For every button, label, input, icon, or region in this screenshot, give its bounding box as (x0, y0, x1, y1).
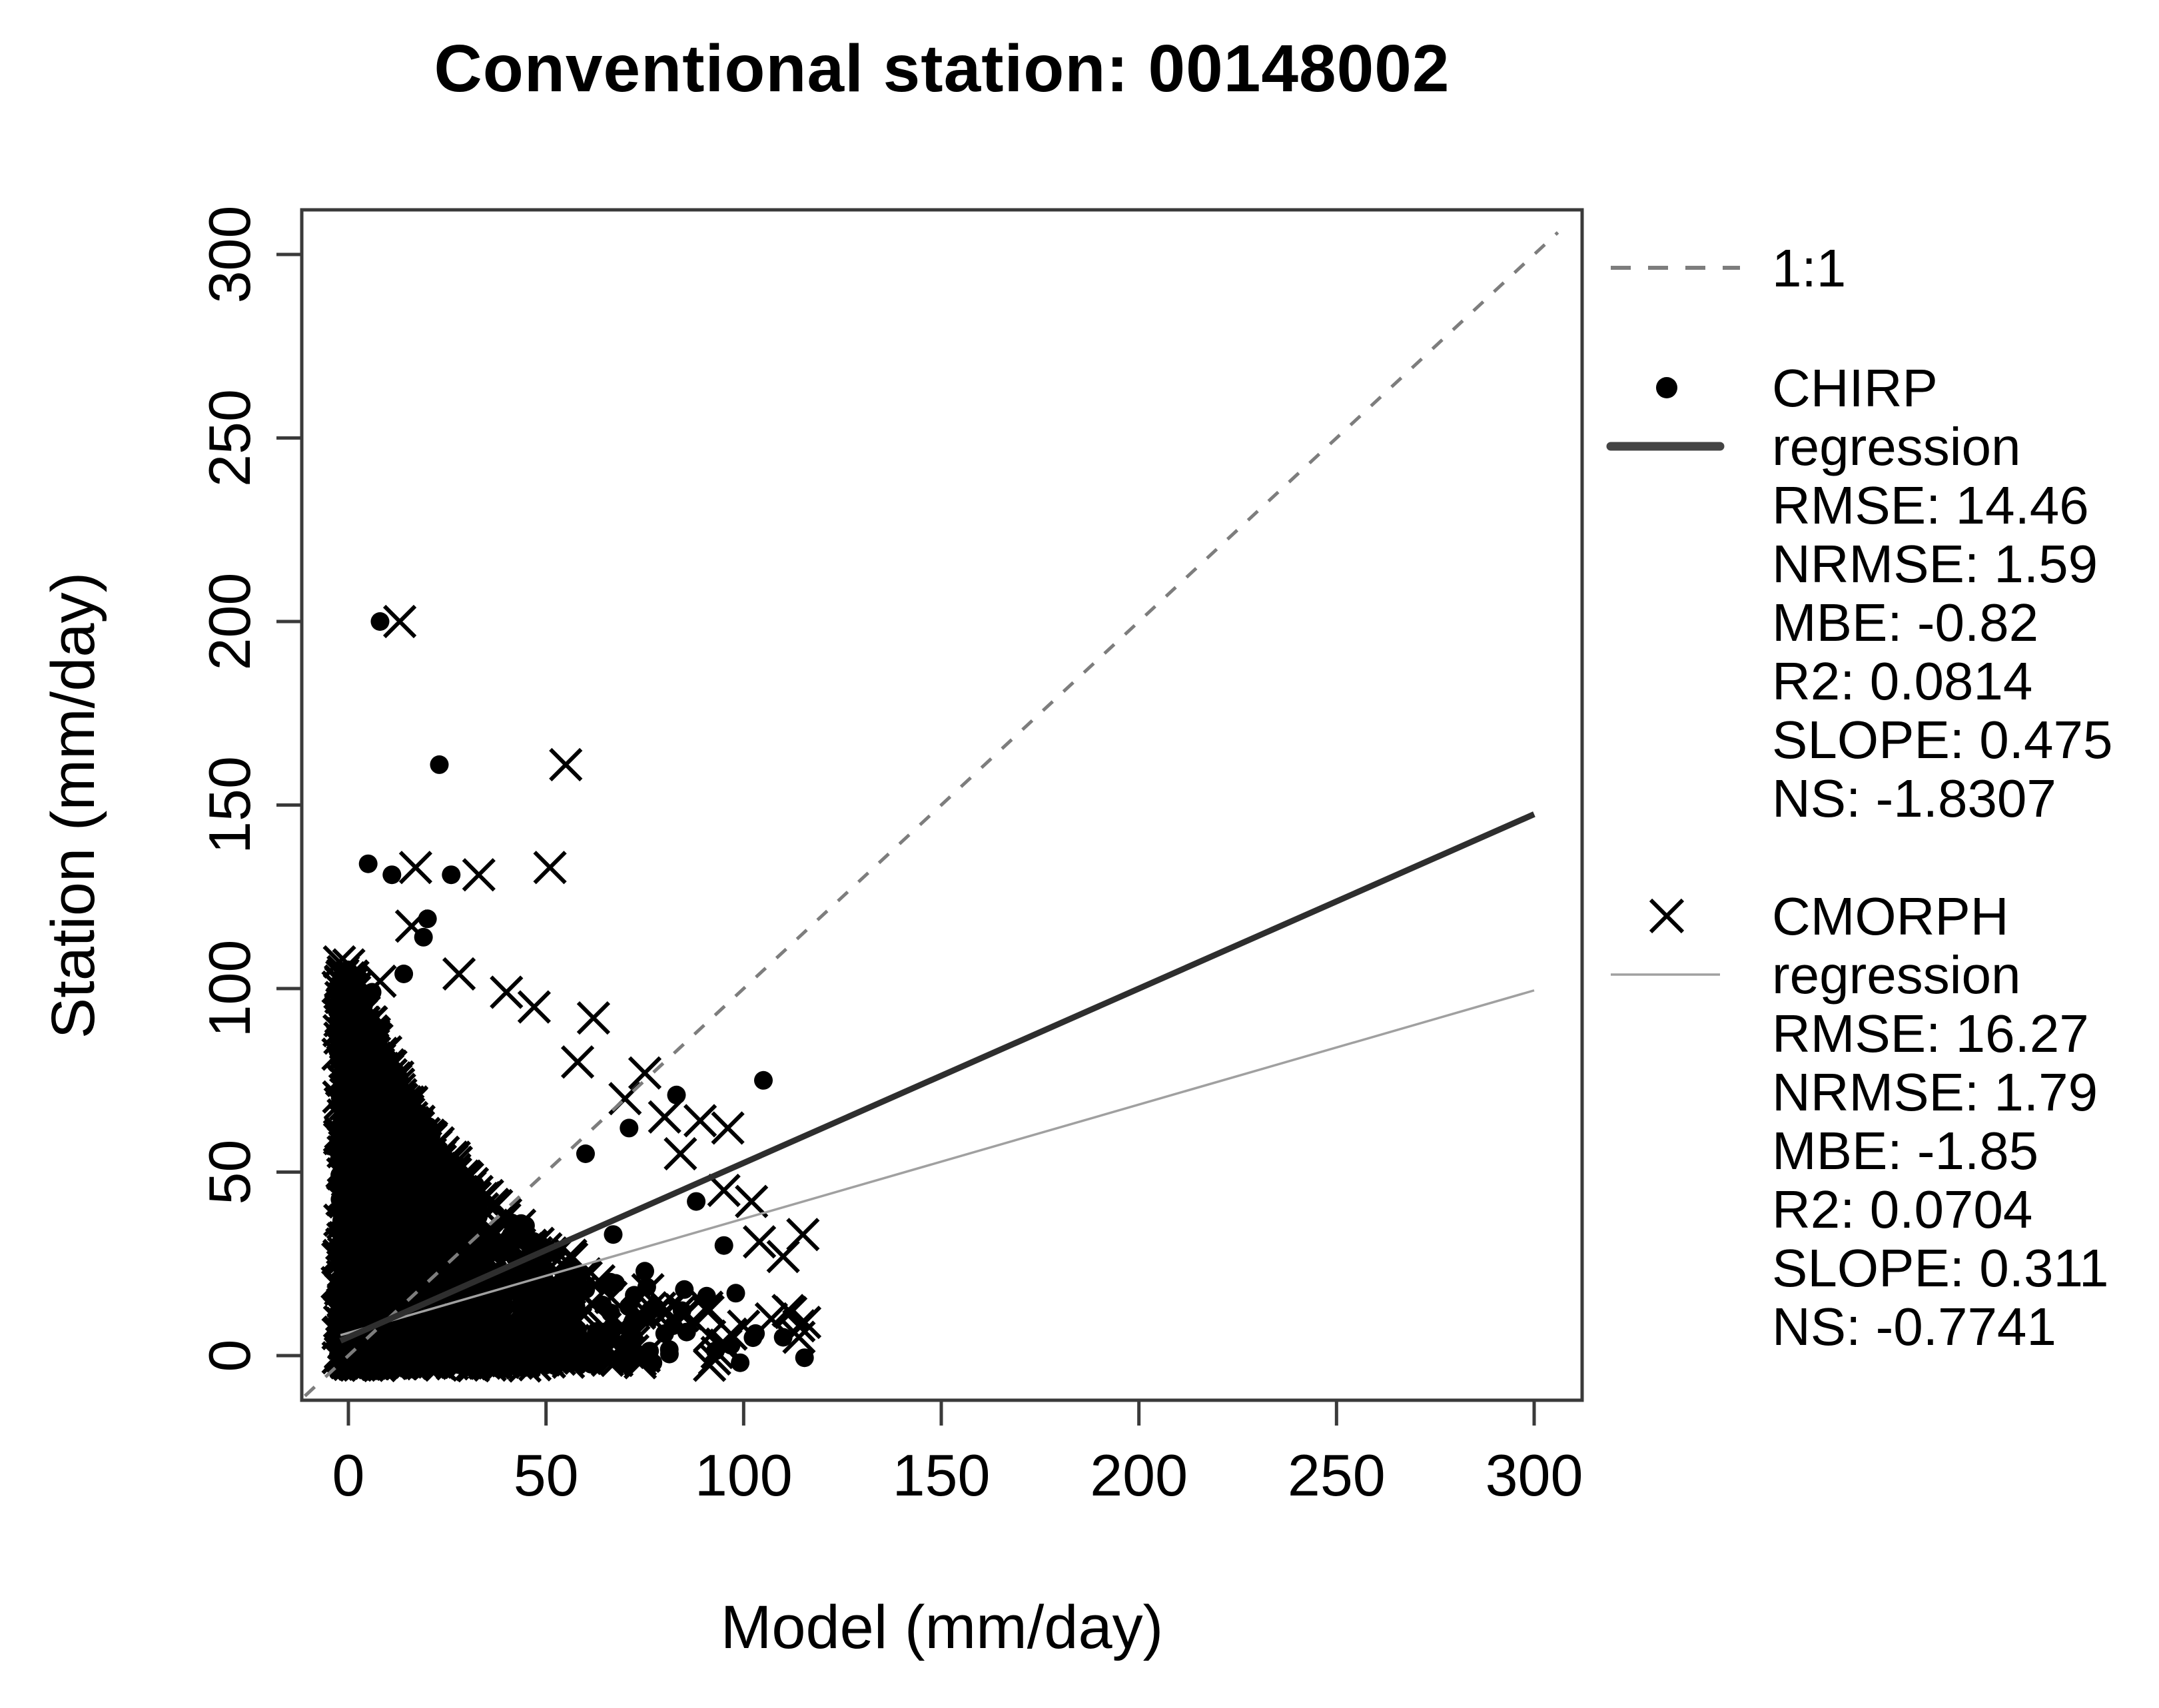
x-axis-title: Model (mm/day) (720, 1593, 1164, 1661)
x-tick-label: 100 (695, 1442, 793, 1508)
legend-text-line: regression (1772, 417, 2021, 476)
legend-text-line: MBE: -0.82 (1772, 593, 2038, 652)
legend-text-line: MBE: -1.85 (1772, 1121, 2038, 1180)
x-tick-label: 200 (1090, 1442, 1188, 1508)
legend-text-line: R2: 0.0704 (1772, 1180, 2032, 1239)
legend-text-line: CHIRP (1772, 358, 1938, 418)
y-tick-label: 100 (197, 940, 262, 1038)
legend-text-line: SLOPE: 0.311 (1772, 1238, 2109, 1298)
legend-text-line: NRMSE: 1.59 (1772, 534, 2098, 594)
y-tick-label: 250 (197, 389, 262, 487)
legend-dot-symbol (1656, 377, 1677, 398)
legend-text-line: RMSE: 16.27 (1772, 1004, 2089, 1063)
y-tick-label: 50 (197, 1140, 262, 1205)
data-points (320, 604, 822, 1383)
axes: 0 50 100 150 200 250 300 0 50 100 150 200 250 300 (197, 206, 1583, 1508)
one-to-one-line (304, 231, 1559, 1398)
plot-box (300, 208, 1584, 1402)
chirp-regression-line (339, 811, 1535, 1344)
legend-x-symbol (1649, 898, 1685, 934)
fit-lines (304, 231, 1559, 1398)
x-tick-label: 0 (332, 1442, 365, 1508)
y-tick-label: 200 (197, 573, 262, 671)
legend-entry-one-to-one: 1:1 (1611, 238, 1846, 298)
y-tick-label: 0 (197, 1340, 262, 1372)
y-tick-label: 150 (197, 756, 262, 854)
legend-text-line: RMSE: 14.46 (1772, 476, 2089, 535)
chart-title: Conventional station: 00148002 (434, 31, 1450, 106)
legend-text-line: SLOPE: 0.475 (1772, 710, 2112, 769)
x-tick-label: 150 (893, 1442, 991, 1508)
x-tick-label: 50 (514, 1442, 579, 1508)
legend-text-line: CMORPH (1772, 887, 2009, 946)
legend-text-line: R2: 0.0814 (1772, 651, 2032, 711)
y-tick-label: 300 (197, 206, 262, 304)
legend-text-line: regression (1772, 945, 2021, 1005)
legend-text-line: NRMSE: 1.79 (1772, 1063, 2098, 1122)
legend-text-line: 1:1 (1772, 238, 1846, 298)
legend-text-line: NS: -0.7741 (1772, 1297, 2056, 1356)
x-tick-label: 300 (1486, 1442, 1583, 1508)
legend-text-line: NS: -1.8307 (1772, 769, 2056, 828)
cmorph-regression-line (340, 989, 1535, 1336)
x-tick-label: 250 (1288, 1442, 1386, 1508)
